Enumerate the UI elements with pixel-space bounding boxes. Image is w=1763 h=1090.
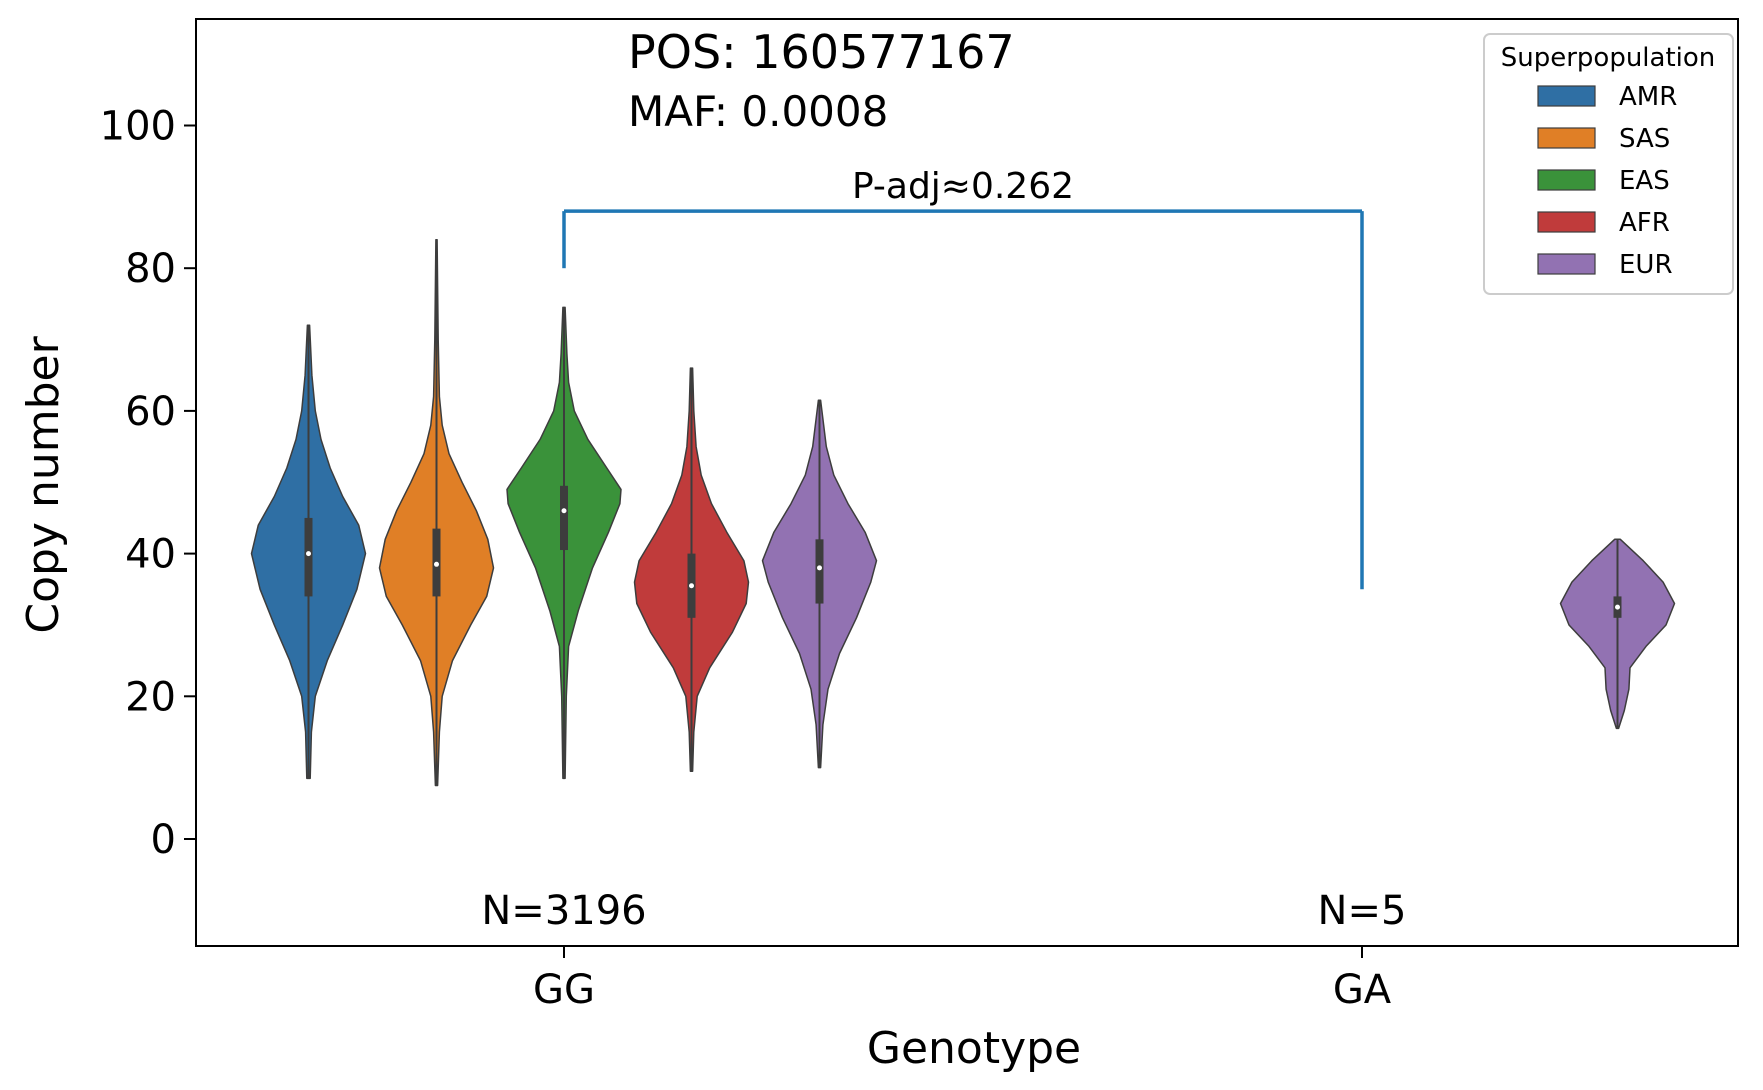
violin-median-dot — [306, 551, 311, 557]
maf-annotation: MAF: 0.0008 — [628, 87, 888, 136]
legend-label-eur: EUR — [1619, 250, 1673, 280]
legend-swatch-afr — [1537, 211, 1596, 233]
position-annotation: POS: 160577167 — [628, 25, 1015, 79]
violin-iqr-box — [815, 539, 824, 604]
y-axis-label: Copy number — [18, 335, 69, 633]
y-tick-label: 20 — [125, 674, 176, 720]
legend-swatch-amr — [1537, 85, 1596, 107]
violin-median-dot — [689, 583, 694, 589]
violin-median-dot — [561, 508, 567, 514]
legend-swatch-eur — [1537, 253, 1596, 275]
y-tick-label: 60 — [125, 389, 176, 435]
legend-entries: AMR SAS EAS AFR EUR — [1537, 82, 1677, 280]
violin-median-dot — [1615, 604, 1620, 610]
violin-median-dot — [817, 565, 822, 571]
x-axis: GG GA — [533, 946, 1392, 1013]
violin-iqr-box — [304, 517, 313, 597]
legend-label-afr: AFR — [1619, 208, 1670, 238]
legend-frame — [1483, 33, 1734, 295]
legend: Superpopulation AMR SAS EAS AFR EUR — [1483, 33, 1734, 295]
y-tick-label: 40 — [125, 532, 176, 578]
violin-median-dot — [434, 561, 439, 567]
significance-bracket — [562, 209, 1364, 590]
y-axis: 0 20 40 60 80 100 — [100, 104, 196, 863]
x-tick-label: GG — [533, 967, 595, 1013]
legend-swatch-sas — [1537, 127, 1596, 149]
x-axis-label: Genotype — [867, 1023, 1081, 1074]
violin-iqr-box — [560, 485, 568, 551]
x-tick-label: GA — [1333, 967, 1392, 1013]
violins-layer — [250, 238, 1676, 787]
n-label-ga: N=5 — [1318, 888, 1407, 934]
n-label-gg: N=3196 — [481, 888, 646, 934]
plot-area-frame — [195, 18, 1739, 947]
legend-title: Superpopulation — [1501, 43, 1716, 73]
legend-label-eas: EAS — [1619, 166, 1670, 196]
y-tick-label: 100 — [100, 104, 176, 150]
p-value-annotation: P-adj≈0.262 — [852, 166, 1074, 207]
legend-label-amr: AMR — [1619, 82, 1677, 112]
legend-swatch-eas — [1537, 169, 1596, 191]
y-tick-label: 80 — [125, 246, 176, 292]
y-tick-label: 0 — [151, 817, 176, 863]
legend-label-sas: SAS — [1619, 124, 1670, 154]
